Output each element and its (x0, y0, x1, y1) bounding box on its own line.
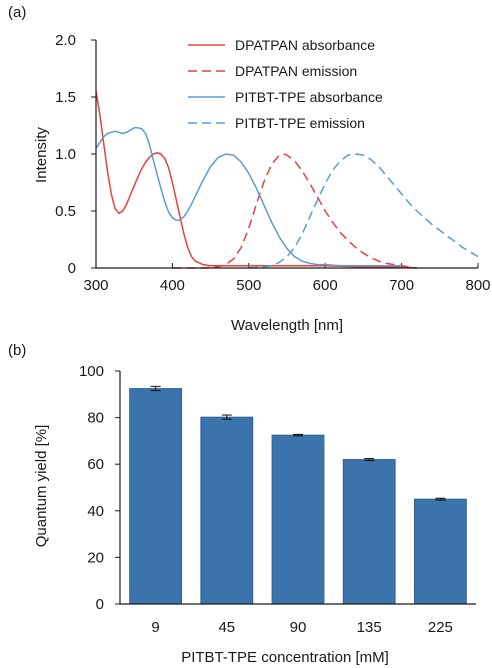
chart-a-series-line-3 (248, 153, 479, 269)
chart-b-x-axis-title: PITBT-TPE concentration [mM] (181, 649, 389, 666)
chart-a-legend-label-1: DPATPAN emission (235, 63, 357, 79)
chart-a-legend-label-3: PITBT-TPE emission (235, 115, 365, 131)
bar-chart: PITBT-TPE concentration [mM] Quantum yie… (33, 363, 476, 666)
chart-a-x-tick-label: 600 (313, 277, 338, 294)
chart-b-x-tick-label: 90 (290, 619, 307, 636)
chart-a-y-tick-label: 0.5 (55, 203, 76, 220)
chart-a-series (95, 91, 479, 269)
chart-a-series-line-0 (95, 91, 417, 269)
line-chart: Wavelength [nm] Intensity 300 400 500 600 70… (33, 32, 491, 334)
chart-a-x-tick-label: 800 (465, 277, 490, 294)
chart-b-x-tick-label: 135 (357, 619, 382, 636)
chart-a-series-line-1 (172, 153, 418, 269)
chart-a-legend-label-2: PITBT-TPE absorbance (235, 89, 383, 105)
chart-b-bar-2 (271, 434, 325, 605)
chart-a-y-axis-title: Intensity (33, 127, 50, 183)
chart-b-bar-3 (342, 459, 396, 605)
chart-b-y-tick-label: 60 (87, 456, 104, 473)
chart-b-bars (129, 385, 467, 605)
chart-b-y-tick-label: 80 (87, 410, 104, 427)
chart-b-y-axis-title: Quantum yield [%] (33, 425, 50, 548)
chart-a-y-tick-label: 1.5 (55, 89, 76, 106)
chart-a-x-tick-label: 500 (236, 277, 261, 294)
chart-a-y-tick-label: 0 (68, 260, 76, 277)
chart-b-x-tick-label: 45 (218, 619, 235, 636)
chart-b-bar-0 (129, 388, 183, 605)
chart-a-x-axis-title: Wavelength [nm] (231, 317, 343, 334)
chart-b-x-tick-label: 225 (428, 619, 453, 636)
chart-a-ticks: 300 400 500 600 700 800 0 0.5 1.0 1.5 2.0 (55, 32, 490, 294)
chart-a-y-tick-label: 1.0 (55, 146, 76, 163)
chart-b-x-tick-label: 9 (151, 619, 159, 636)
chart-b-y-tick-label: 40 (87, 503, 104, 520)
chart-a-series-line-2 (95, 127, 402, 267)
chart-b-y-tick-label: 100 (79, 363, 104, 380)
panel-b-label: (b) (8, 342, 26, 359)
chart-a-x-tick-label: 700 (389, 277, 414, 294)
chart-a-x-tick-label: 400 (160, 277, 185, 294)
chart-a-axes (95, 40, 478, 269)
chart-b-bar-4 (413, 498, 467, 605)
chart-a-y-tick-label: 2.0 (55, 32, 76, 49)
chart-b-ticks: 9 45 90 135 225 0 20 40 60 80 100 (79, 363, 453, 636)
chart-b-axes (119, 371, 476, 605)
chart-a-legend-label-0: DPATPAN absorbance (235, 37, 375, 53)
chart-a-x-tick-label: 300 (83, 277, 108, 294)
chart-b-bar-1 (200, 416, 254, 605)
chart-b-y-tick-label: 0 (96, 596, 104, 613)
chart-a-legend: DPATPAN absorbance DPATPAN emission PITBT-… (188, 37, 383, 131)
chart-b-y-tick-label: 20 (87, 549, 104, 566)
panel-a-label: (a) (8, 4, 26, 21)
